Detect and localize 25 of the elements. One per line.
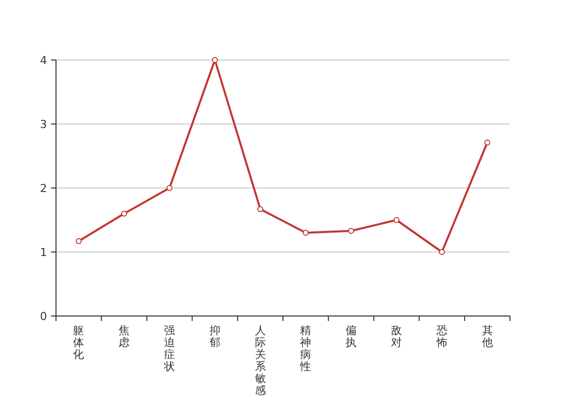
x-tick-label: 抑郁	[209, 324, 220, 349]
x-tick-label: 精神病性	[299, 324, 312, 373]
x-tick-label: 敌对	[391, 324, 402, 349]
point	[394, 217, 400, 223]
y-tick-label: 4	[40, 54, 47, 67]
y-tick-label: 3	[40, 118, 47, 131]
point	[484, 140, 490, 146]
x-tick-label: 偏执	[346, 324, 357, 349]
y-tick-label: 0	[40, 310, 47, 323]
x-tick-label: 躯体化	[73, 324, 84, 361]
point	[212, 57, 218, 63]
x-tick-label: 其他	[482, 324, 493, 349]
x-tick-label: 恐怖	[435, 324, 448, 349]
point	[438, 249, 445, 255]
point	[257, 206, 264, 212]
point	[348, 228, 354, 234]
y-tick-label: 2	[40, 182, 47, 195]
point	[121, 210, 128, 217]
point	[302, 230, 309, 236]
point	[76, 238, 82, 244]
x-tick-label: 焦虑	[118, 324, 130, 349]
y-tick-label: 1	[40, 246, 47, 259]
x-tick-label: 人际关系敏感	[254, 324, 266, 397]
point	[166, 185, 172, 191]
x-tick-label: 强迫症状	[163, 324, 175, 373]
